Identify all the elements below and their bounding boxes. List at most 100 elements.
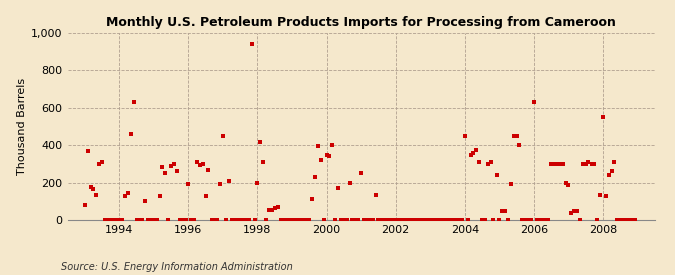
Point bbox=[592, 218, 603, 222]
Point bbox=[114, 218, 125, 222]
Point bbox=[522, 218, 533, 222]
Point bbox=[97, 160, 107, 164]
Point bbox=[137, 218, 148, 222]
Point bbox=[551, 162, 562, 166]
Point bbox=[578, 162, 589, 166]
Point bbox=[177, 218, 188, 222]
Point bbox=[255, 140, 266, 145]
Point bbox=[157, 164, 168, 169]
Point bbox=[142, 218, 153, 222]
Point bbox=[206, 218, 217, 222]
Point bbox=[319, 218, 329, 222]
Point bbox=[217, 134, 228, 138]
Point bbox=[220, 218, 231, 222]
Point bbox=[545, 162, 556, 166]
Point bbox=[350, 218, 360, 222]
Point bbox=[344, 180, 355, 185]
Point bbox=[258, 160, 269, 164]
Point bbox=[80, 203, 90, 207]
Point bbox=[399, 218, 410, 222]
Point bbox=[595, 192, 605, 197]
Point bbox=[301, 218, 312, 222]
Point bbox=[431, 218, 441, 222]
Point bbox=[134, 218, 144, 222]
Point bbox=[460, 134, 470, 138]
Point bbox=[563, 183, 574, 188]
Point bbox=[583, 160, 594, 164]
Point bbox=[281, 218, 292, 222]
Point bbox=[615, 218, 626, 222]
Point bbox=[500, 208, 510, 213]
Point bbox=[485, 160, 496, 164]
Point bbox=[520, 218, 531, 222]
Point bbox=[278, 218, 289, 222]
Point bbox=[261, 218, 271, 222]
Point bbox=[111, 218, 122, 222]
Point bbox=[491, 173, 502, 177]
Point bbox=[554, 162, 565, 166]
Point bbox=[497, 208, 508, 213]
Point bbox=[629, 218, 640, 222]
Point bbox=[379, 218, 389, 222]
Point bbox=[171, 169, 182, 174]
Point bbox=[272, 205, 283, 209]
Point bbox=[194, 163, 205, 167]
Point bbox=[295, 218, 306, 222]
Point bbox=[338, 218, 349, 222]
Point bbox=[306, 197, 317, 202]
Point bbox=[612, 218, 623, 222]
Point bbox=[241, 218, 252, 222]
Point bbox=[180, 218, 191, 222]
Point bbox=[448, 218, 459, 222]
Point bbox=[408, 218, 418, 222]
Point bbox=[387, 218, 398, 222]
Point bbox=[416, 218, 427, 222]
Point bbox=[94, 162, 105, 166]
Point bbox=[267, 208, 277, 212]
Point bbox=[226, 218, 237, 222]
Point bbox=[514, 143, 524, 147]
Point bbox=[252, 180, 263, 185]
Point bbox=[263, 208, 274, 212]
Point bbox=[376, 218, 387, 222]
Point bbox=[543, 218, 554, 222]
Point bbox=[425, 218, 435, 222]
Point bbox=[284, 218, 295, 222]
Point bbox=[151, 218, 162, 222]
Point bbox=[123, 191, 134, 195]
Point bbox=[603, 173, 614, 177]
Point bbox=[287, 218, 298, 222]
Point bbox=[146, 218, 157, 222]
Point bbox=[540, 218, 551, 222]
Point bbox=[82, 148, 93, 153]
Point bbox=[364, 218, 375, 222]
Point bbox=[290, 218, 300, 222]
Point bbox=[456, 218, 467, 222]
Point bbox=[189, 218, 200, 222]
Point bbox=[103, 218, 113, 222]
Point bbox=[572, 208, 583, 213]
Point bbox=[367, 218, 378, 222]
Point bbox=[465, 152, 476, 157]
Point bbox=[370, 192, 381, 197]
Point bbox=[393, 218, 404, 222]
Point bbox=[621, 218, 632, 222]
Point bbox=[468, 150, 479, 155]
Point bbox=[163, 218, 173, 222]
Point bbox=[618, 218, 628, 222]
Point bbox=[169, 162, 180, 166]
Point bbox=[126, 132, 136, 136]
Point bbox=[108, 218, 119, 222]
Point bbox=[215, 181, 225, 186]
Point bbox=[427, 218, 438, 222]
Point bbox=[155, 194, 165, 198]
Point bbox=[384, 218, 395, 222]
Point bbox=[373, 218, 384, 222]
Point bbox=[90, 192, 101, 197]
Point bbox=[333, 186, 344, 190]
Point bbox=[235, 218, 246, 222]
Point bbox=[451, 218, 462, 222]
Point bbox=[198, 162, 209, 166]
Point bbox=[410, 218, 421, 222]
Point bbox=[128, 100, 139, 104]
